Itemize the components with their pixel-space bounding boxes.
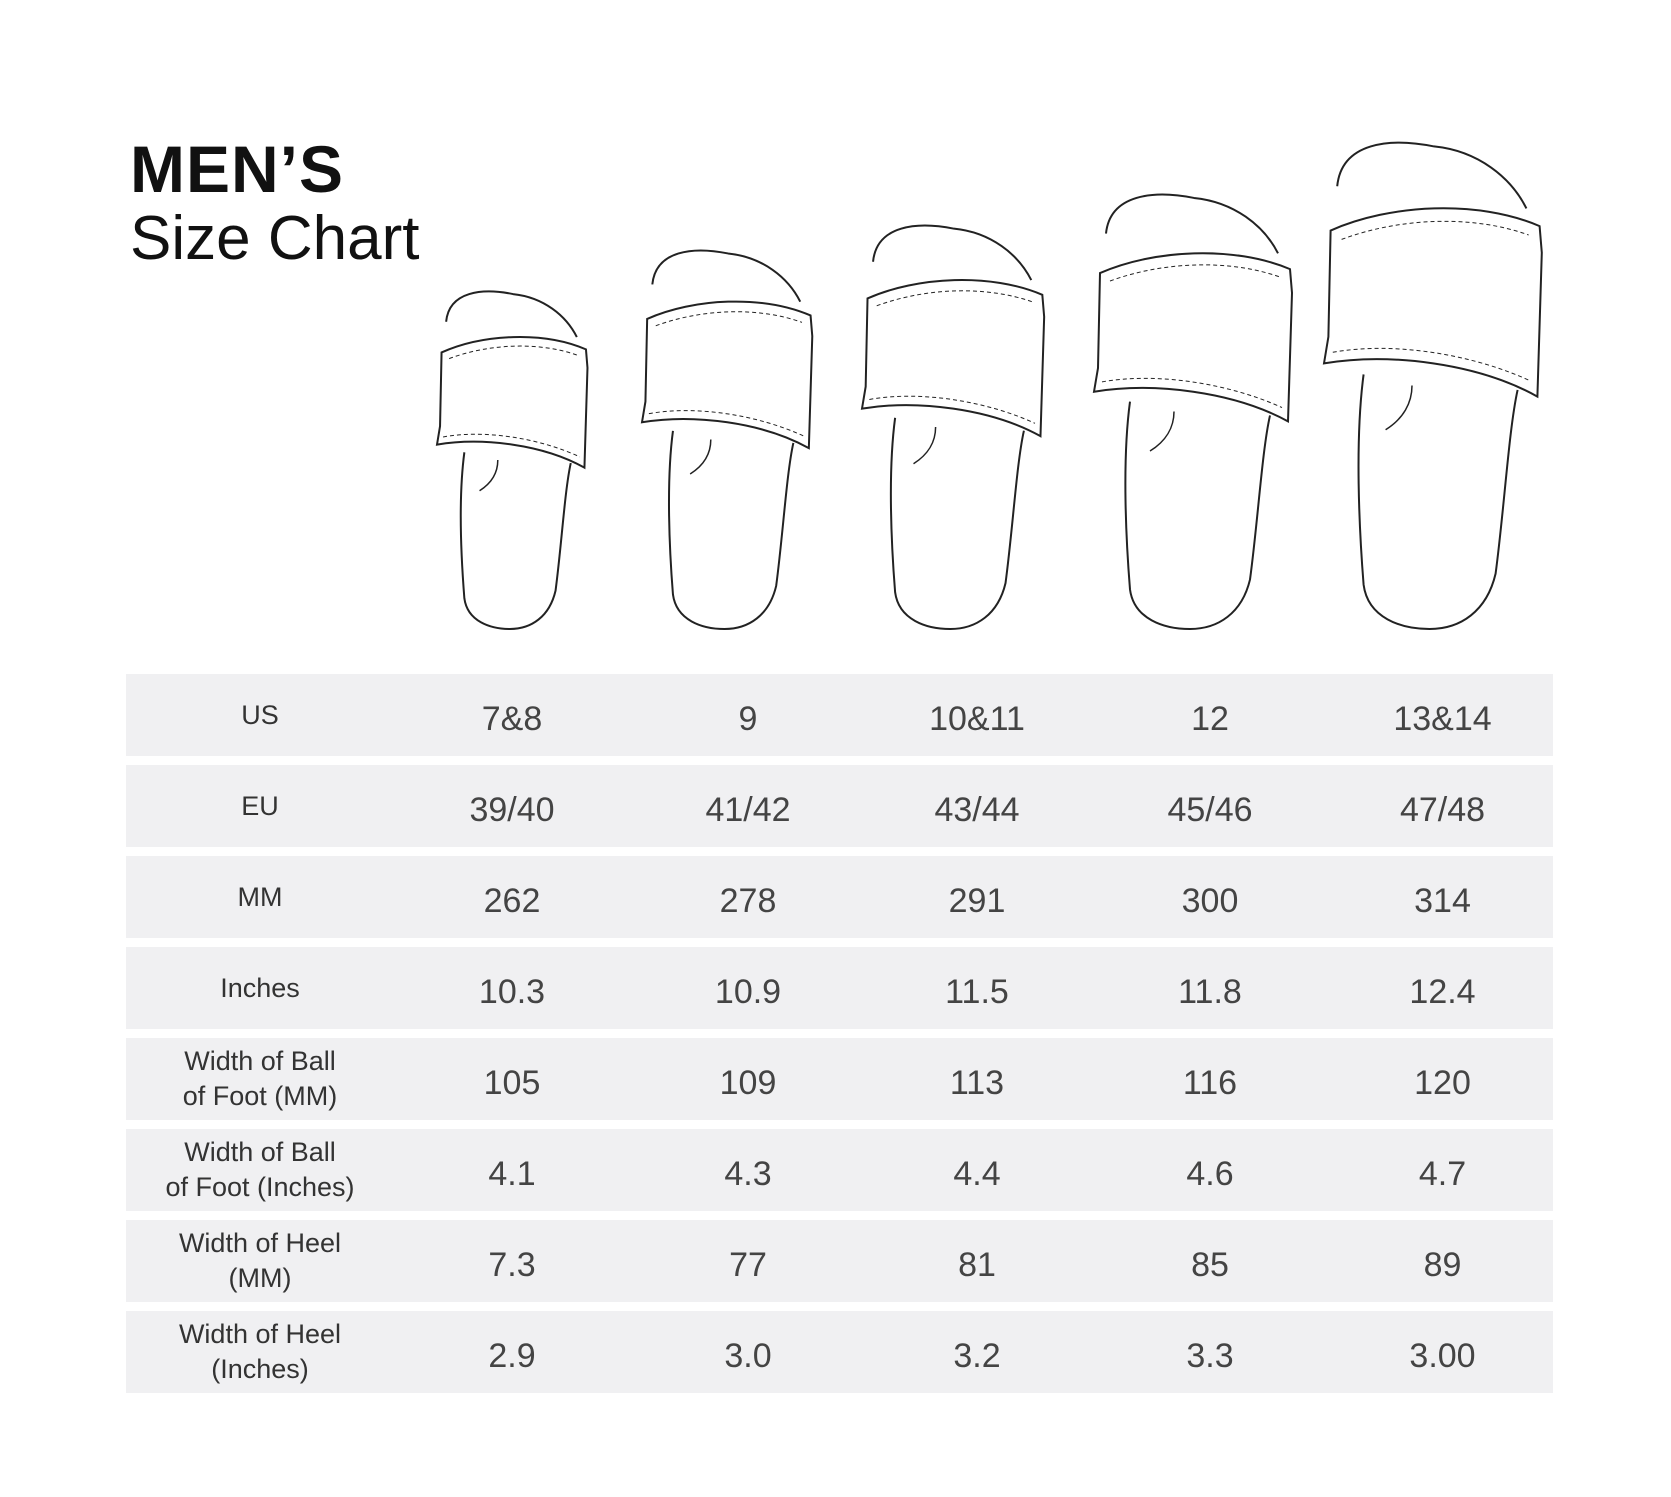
row-label-line: EU bbox=[241, 790, 279, 821]
table-row: Width of Ball of Foot (MM) 105 109 113 116 120 bbox=[126, 1038, 1553, 1120]
table-cell: 120 bbox=[1414, 1063, 1471, 1102]
table-cell: 89 bbox=[1423, 1245, 1462, 1284]
table-cell: 85 bbox=[1191, 1245, 1229, 1284]
table-cell: 12 bbox=[1191, 699, 1229, 738]
table-cell: 291 bbox=[948, 881, 1006, 920]
table-cell: 77 bbox=[729, 1245, 767, 1284]
table-cell: 11.8 bbox=[1178, 972, 1242, 1011]
sandal-icon bbox=[642, 251, 812, 629]
row-label-line: US bbox=[241, 699, 279, 730]
title-mens: MEN’S bbox=[130, 132, 345, 206]
table-row: Width of Heel (Inches) 2.9 3.0 3.2 3.3 3.00 bbox=[126, 1311, 1553, 1393]
table-cell: 4.6 bbox=[1186, 1154, 1234, 1193]
table-cell: 10.3 bbox=[478, 972, 546, 1011]
row-label-line: of Foot (MM) bbox=[182, 1081, 338, 1111]
sandal-icon bbox=[1324, 143, 1542, 629]
row-label-line: Inches bbox=[220, 972, 300, 1003]
row-label-line: MM bbox=[237, 881, 283, 912]
row-label: Width of Heel (Inches) bbox=[126, 1317, 394, 1387]
sandal-icon bbox=[862, 226, 1044, 629]
table-cell: 7.3 bbox=[488, 1245, 536, 1284]
table-cell: 116 bbox=[1182, 1063, 1238, 1102]
row-label-line: Width of Ball bbox=[184, 1137, 336, 1167]
sandal-icon bbox=[1094, 195, 1292, 629]
table-cell: 45/46 bbox=[1167, 790, 1253, 829]
table-cell: 11.5 bbox=[945, 972, 1009, 1011]
table-cell: 10&11 bbox=[929, 699, 1025, 738]
size-table: US 7&8 9 10&11 12 13&14 EU 39/40 41/42 43/44 45/46… bbox=[126, 674, 1553, 1402]
chart-title: MEN’S Size Chart bbox=[130, 136, 419, 270]
row-label: Width of Ball of Foot (Inches) bbox=[126, 1135, 394, 1205]
table-cell: 300 bbox=[1181, 881, 1239, 920]
table-cell: 43/44 bbox=[934, 790, 1020, 829]
table-cell: 3.0 bbox=[724, 1336, 772, 1375]
row-label-line: (Inches) bbox=[211, 1354, 309, 1384]
row-label-line: (MM) bbox=[228, 1263, 292, 1293]
table-row: EU 39/40 41/42 43/44 45/46 47/48 bbox=[126, 765, 1553, 847]
row-label-line: Width of Heel bbox=[178, 1319, 342, 1349]
table-cell: 13&14 bbox=[1393, 699, 1492, 738]
title-size-chart: Size Chart bbox=[130, 204, 420, 273]
table-cell: 278 bbox=[719, 881, 777, 920]
table-cell: 10.9 bbox=[714, 972, 782, 1011]
sandal-illustrations bbox=[0, 0, 1671, 660]
table-cell: 4.3 bbox=[724, 1154, 772, 1193]
table-cell: 3.00 bbox=[1409, 1336, 1476, 1375]
row-label: MM bbox=[126, 880, 394, 915]
table-cell: 7&8 bbox=[481, 699, 543, 738]
sandal-icon bbox=[437, 291, 587, 629]
row-label: Width of Heel (MM) bbox=[126, 1226, 394, 1296]
row-label: Inches bbox=[126, 971, 394, 1006]
row-label: US bbox=[126, 698, 394, 733]
table-row: Inches 10.3 10.9 11.5 11.8 12.4 bbox=[126, 947, 1553, 1029]
table-cell: 3.3 bbox=[1186, 1336, 1234, 1375]
row-label: EU bbox=[126, 789, 394, 824]
table-cell: 105 bbox=[483, 1063, 541, 1102]
table-cell: 262 bbox=[483, 881, 541, 920]
table-cell: 4.4 bbox=[953, 1154, 1001, 1193]
table-cell: 9 bbox=[738, 699, 758, 738]
table-cell: 314 bbox=[1414, 881, 1471, 920]
table-cell: 12.4 bbox=[1409, 972, 1476, 1011]
row-label-line: of Foot (Inches) bbox=[165, 1172, 355, 1202]
row-label-line: Width of Heel bbox=[178, 1228, 342, 1258]
table-cell: 4.7 bbox=[1418, 1154, 1467, 1193]
table-row: Width of Ball of Foot (Inches) 4.1 4.3 4.4 4.… bbox=[126, 1129, 1553, 1211]
table-cell: 47/48 bbox=[1399, 790, 1486, 829]
table-cell: 2.9 bbox=[488, 1336, 536, 1375]
row-label-line: Width of Ball bbox=[184, 1046, 336, 1076]
table-row: MM 262 278 291 300 314 bbox=[126, 856, 1553, 938]
row-label: Width of Ball of Foot (MM) bbox=[126, 1044, 394, 1114]
table-cell: 3.2 bbox=[953, 1336, 1001, 1375]
table-cell: 39/40 bbox=[469, 790, 555, 829]
table-row: US 7&8 9 10&11 12 13&14 bbox=[126, 674, 1553, 756]
table-cell: 41/42 bbox=[705, 790, 791, 829]
table-cell: 4.1 bbox=[488, 1154, 536, 1193]
table-cell: 113 bbox=[949, 1063, 1005, 1102]
table-row: Width of Heel (MM) 7.3 77 81 85 89 bbox=[126, 1220, 1553, 1302]
table-cell: 109 bbox=[719, 1063, 777, 1102]
table-cell: 81 bbox=[958, 1245, 996, 1284]
